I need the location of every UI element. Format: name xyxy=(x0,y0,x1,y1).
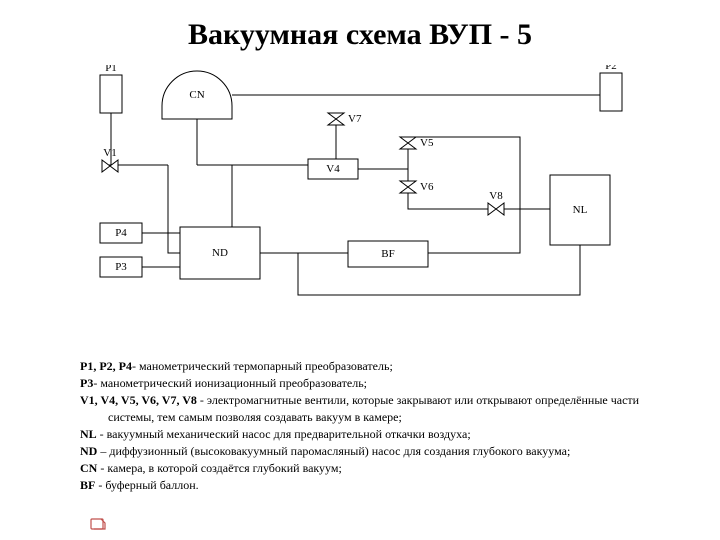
legend: P1, P2, P4- манометрический термопарный … xyxy=(80,358,660,495)
page-title: Вакуумная схема ВУП - 5 xyxy=(0,0,720,52)
vacuum-schematic: P1 CN V7 V5 P2 V1 V4 V6 V8 NL P4 P3 ND BF xyxy=(80,65,640,345)
legend-item: NL - вакуумный механический насос для пр… xyxy=(80,426,660,442)
legend-item: CN - камера, в которой создаётся глубоки… xyxy=(80,460,660,476)
legend-item: ND – диффузионный (высоковакуумный паром… xyxy=(80,443,660,459)
node-label-P4: P4 xyxy=(115,227,127,239)
node-label-P1: P1 xyxy=(105,65,117,74)
node-label-BF: BF xyxy=(381,248,394,260)
node-label-V7: V7 xyxy=(348,113,362,125)
legend-item: P3- манометрический ионизационный преобр… xyxy=(80,375,660,391)
node-label-V1: V1 xyxy=(103,147,116,159)
legend-item: P1, P2, P4- манометрический термопарный … xyxy=(80,358,660,374)
node-label-P3: P3 xyxy=(115,261,127,273)
node-label-V5: V5 xyxy=(420,137,434,149)
node-label-V6: V6 xyxy=(420,181,434,193)
node-label-V4: V4 xyxy=(326,163,340,175)
legend-item: V1, V4, V5, V6, V7, V8 - электромагнитны… xyxy=(80,392,660,424)
node-label-P2: P2 xyxy=(605,65,617,72)
document-icon xyxy=(90,516,106,532)
node-label-CN: CN xyxy=(189,89,204,101)
legend-item: BF - буферный баллон. xyxy=(80,477,660,493)
node-label-ND: ND xyxy=(212,247,228,259)
node-label-V8: V8 xyxy=(489,190,503,202)
node-label-NL: NL xyxy=(573,204,588,216)
